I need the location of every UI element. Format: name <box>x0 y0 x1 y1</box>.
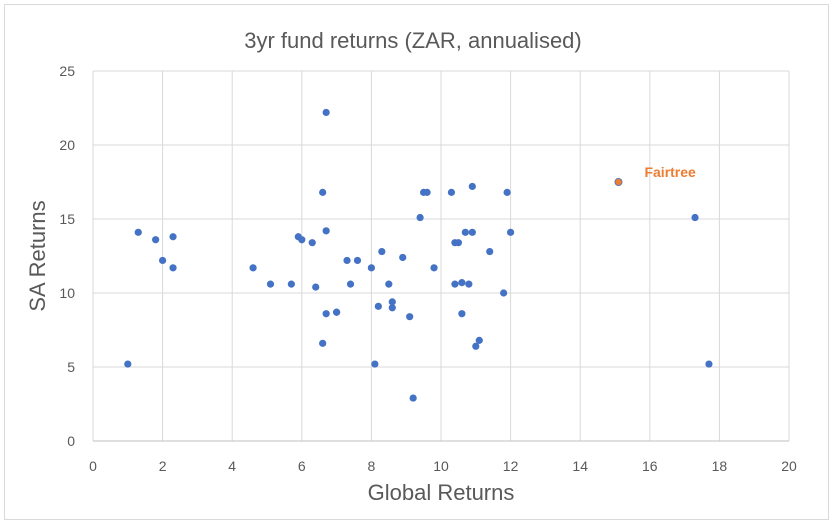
data-point-28 <box>388 298 396 306</box>
data-point-23 <box>367 264 375 272</box>
x-tick-label-0: 0 <box>89 458 97 474</box>
y-tick-label-4: 20 <box>59 137 75 153</box>
y-axis-title: SA Returns <box>25 200 50 311</box>
data-point-31 <box>406 313 414 321</box>
data-point-30 <box>399 253 407 262</box>
data-point-7 <box>266 280 275 288</box>
data-point-33 <box>416 213 424 222</box>
data-point-0 <box>124 360 132 368</box>
data-point-22 <box>353 256 362 265</box>
data-point-54 <box>705 360 713 368</box>
data-point-36 <box>430 264 438 272</box>
x-tick-label-5: 10 <box>433 458 449 474</box>
data-point-20 <box>343 256 351 265</box>
data-point-14 <box>319 339 327 347</box>
data-point-49 <box>486 247 494 256</box>
chart-frame <box>4 4 829 520</box>
chart-title: 3yr fund returns (ZAR, annualised) <box>244 28 582 53</box>
data-point-16 <box>322 310 330 318</box>
data-point-35 <box>423 188 431 196</box>
data-point-13 <box>319 188 327 196</box>
x-tick-label-9: 18 <box>712 458 728 474</box>
data-point-4 <box>169 264 177 272</box>
data-point-10 <box>298 236 306 244</box>
data-point-50 <box>500 289 508 297</box>
data-point-2 <box>152 236 160 244</box>
data-point-25 <box>374 302 382 310</box>
x-tick-label-8: 16 <box>642 458 658 474</box>
y-tick-label-2: 10 <box>59 285 75 301</box>
data-point-37 <box>447 188 456 196</box>
data-point-47 <box>472 342 480 350</box>
data-point-12 <box>312 283 320 291</box>
data-point-46 <box>468 182 476 191</box>
x-tick-label-1: 2 <box>159 458 167 474</box>
data-point-8 <box>287 280 295 288</box>
data-point-52 <box>507 228 515 236</box>
data-point-40 <box>454 239 462 247</box>
data-point-53 <box>691 213 699 222</box>
data-point-21 <box>346 280 355 288</box>
x-tick-label-4: 8 <box>368 458 376 474</box>
highlight-label: Fairtree <box>644 164 696 180</box>
data-point-27 <box>385 280 393 288</box>
data-point-6 <box>249 264 257 272</box>
data-point-29 <box>388 304 396 312</box>
y-tick-label-3: 15 <box>59 211 75 227</box>
x-tick-label-7: 14 <box>572 458 588 474</box>
data-point-43 <box>461 228 469 236</box>
data-point-19 <box>333 308 341 316</box>
data-point-3 <box>159 256 167 265</box>
x-tick-label-10: 20 <box>781 458 797 474</box>
data-point-26 <box>378 247 386 256</box>
data-point-15 <box>322 108 330 117</box>
x-tick-label-3: 6 <box>298 458 306 474</box>
x-tick-label-2: 4 <box>228 458 236 474</box>
data-point-48 <box>475 336 483 344</box>
x-axis-title: Global Returns <box>368 480 515 505</box>
y-tick-label-0: 0 <box>67 433 75 449</box>
x-tick-label-6: 12 <box>503 458 519 474</box>
y-tick-label-1: 5 <box>67 359 75 375</box>
data-point-42 <box>458 310 466 318</box>
data-point-32 <box>409 394 417 402</box>
highlight-point <box>614 177 623 186</box>
data-point-17 <box>322 227 330 235</box>
data-point-11 <box>308 239 316 247</box>
data-point-41 <box>458 279 466 287</box>
data-point-24 <box>371 360 379 368</box>
y-tick-labels: 0 5 10 15 20 25 <box>59 63 75 449</box>
data-points <box>124 108 713 402</box>
data-point-1 <box>134 228 142 236</box>
data-point-51 <box>503 188 511 196</box>
gridlines <box>92 70 790 442</box>
x-tick-labels: 0 2 4 6 8 10 12 14 16 18 20 <box>89 458 797 474</box>
highlight-group: Fairtree <box>614 164 696 186</box>
data-point-44 <box>465 280 473 288</box>
data-point-45 <box>468 228 476 236</box>
data-point-5 <box>169 233 177 241</box>
data-point-39 <box>451 280 459 288</box>
y-tick-label-5: 25 <box>59 63 75 79</box>
